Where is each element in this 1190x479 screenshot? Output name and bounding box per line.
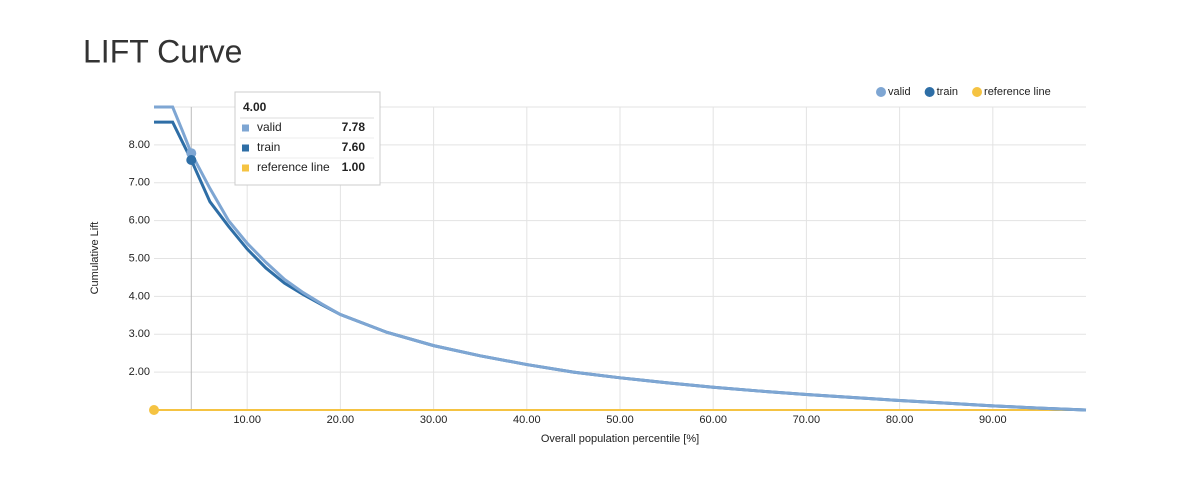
- legend-label: reference line: [984, 86, 1051, 98]
- tooltip-name: valid: [257, 120, 282, 134]
- tooltip-swatch: [242, 144, 249, 152]
- y-tick-label: 6.00: [129, 215, 150, 227]
- legend-label: valid: [888, 86, 911, 98]
- tooltip-name: train: [257, 140, 280, 154]
- grid: 2.00 3.00 4.00 5.00 6.00 7.00 8.00 10.00 20.00 30…: [129, 106, 1086, 426]
- series-line: [154, 105, 1087, 412]
- tooltip-swatch: [242, 164, 249, 172]
- x-tick-label: 70.00: [793, 414, 821, 426]
- x-tick-label: 10.00: [233, 414, 261, 426]
- x-tick-label: 20.00: [327, 414, 355, 426]
- legend-swatch: [876, 87, 886, 97]
- y-tick-label: 4.00: [129, 290, 150, 302]
- tooltip-name: reference line: [257, 160, 330, 174]
- tooltip-value: 1.00: [342, 160, 366, 174]
- x-tick-label: 80.00: [886, 414, 914, 426]
- x-tick-label: 60.00: [699, 414, 727, 426]
- x-axis-label: Overall population percentile [%]: [541, 433, 699, 445]
- y-tick-label: 7.00: [129, 177, 150, 189]
- legend-swatch: [924, 87, 935, 97]
- y-axis-label: Cumulative Lift: [89, 222, 101, 295]
- hover-marker: [186, 155, 197, 166]
- x-tick-label: 90.00: [979, 414, 1007, 426]
- lines: [149, 105, 1087, 415]
- x-tick-label: 30.00: [420, 414, 448, 426]
- tooltip-swatch: [242, 124, 249, 132]
- tooltip-value: 7.78: [342, 120, 366, 134]
- legend: valid train reference line: [876, 86, 1051, 98]
- chart-title: LIFT Curve: [83, 33, 242, 69]
- x-tick-label: 40.00: [513, 414, 541, 426]
- hover-marker: [149, 405, 159, 415]
- legend-swatch: [972, 87, 983, 97]
- legend-label: train: [937, 86, 958, 98]
- y-tick-label: 3.00: [129, 328, 150, 340]
- y-tick-label: 2.00: [129, 366, 150, 378]
- x-tick-label: 50.00: [606, 414, 634, 426]
- tooltip-value: 7.60: [342, 140, 366, 154]
- tooltip: 4.00 valid 7.78 train 7.60 reference line 1.00: [234, 91, 381, 186]
- y-tick-label: 8.00: [129, 139, 150, 151]
- tooltip-title: 4.00: [243, 100, 267, 114]
- y-tick-label: 5.00: [129, 252, 150, 264]
